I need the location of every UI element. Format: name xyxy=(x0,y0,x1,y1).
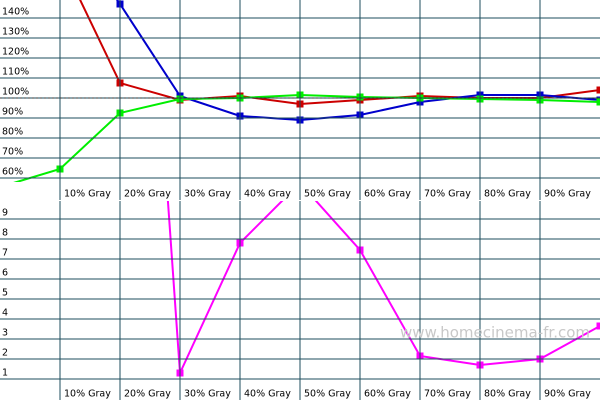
y-tick-label: 130% xyxy=(2,27,29,38)
x-tick-label: 30% Gray xyxy=(184,389,231,400)
y-tick-label: 90% xyxy=(2,107,23,118)
marker xyxy=(596,86,600,94)
x-tick-label: 40% Gray xyxy=(244,389,291,400)
y-tick-label: 70% xyxy=(2,147,23,158)
y-tick-label: 140% xyxy=(2,7,29,18)
x-tick-label: 50% Gray xyxy=(304,389,351,400)
y-tick-label: 80% xyxy=(2,127,23,138)
x-tick-label: 10% Gray xyxy=(64,189,111,200)
x-tick-label: 70% Gray xyxy=(424,389,471,400)
x-tick-label: 40% Gray xyxy=(244,189,291,200)
x-tick-label: 60% Gray xyxy=(364,189,411,200)
y-tick-label: 4 xyxy=(2,308,8,319)
x-tick-label: 10% Gray xyxy=(64,389,111,400)
x-tick-label: 80% Gray xyxy=(484,389,531,400)
y-tick-label: 6 xyxy=(2,268,8,279)
x-tick-label: 60% Gray xyxy=(364,389,411,400)
y-tick-label: 9 xyxy=(2,208,8,219)
y-tick-label: 110% xyxy=(2,67,29,78)
y-tick-label: 2 xyxy=(2,348,8,359)
marker xyxy=(596,98,600,106)
x-tick-label: 30% Gray xyxy=(184,189,231,200)
x-tick-label: 80% Gray xyxy=(484,189,531,200)
x-tick-label: 70% Gray xyxy=(424,189,471,200)
y-tick-label: 3 xyxy=(2,328,8,339)
y-tick-label: 8 xyxy=(2,228,8,239)
y-tick-label: 7 xyxy=(2,248,8,259)
y-tick-label: 100% xyxy=(2,87,29,98)
y-tick-label: 120% xyxy=(2,47,29,58)
x-tick-label: 20% Gray xyxy=(124,389,171,400)
x-tick-label: 90% Gray xyxy=(544,189,591,200)
y-tick-label: 60% xyxy=(2,167,23,178)
x-tick-label: 50% Gray xyxy=(304,189,351,200)
x-tick-label: 20% Gray xyxy=(124,189,171,200)
y-tick-label: 1 xyxy=(2,368,8,379)
x-tick-label: 90% Gray xyxy=(544,389,591,400)
watermark: www.homecinema-fr.com xyxy=(400,324,590,342)
marker xyxy=(596,322,600,330)
y-tick-label: 5 xyxy=(2,288,8,299)
